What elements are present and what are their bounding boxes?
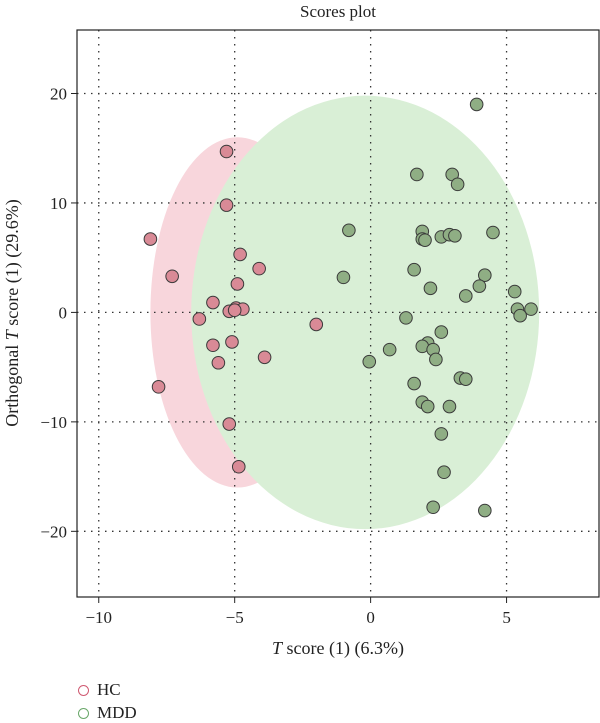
point-mdd bbox=[442, 399, 457, 414]
point-mdd bbox=[407, 376, 421, 391]
point-mdd bbox=[478, 268, 492, 282]
point-mdd bbox=[524, 302, 538, 316]
point-mdd bbox=[420, 399, 435, 414]
point-hc bbox=[230, 277, 245, 291]
point-hc bbox=[151, 380, 166, 394]
x-axis: −10 −5 0 5 bbox=[85, 597, 511, 627]
point-hc bbox=[219, 198, 234, 212]
point-mdd bbox=[399, 311, 413, 325]
point-mdd bbox=[437, 465, 451, 480]
point-hc bbox=[231, 459, 246, 474]
y-axis-label: Orthogonal T score (1) (29.6%) bbox=[2, 199, 23, 426]
point-hc bbox=[222, 417, 237, 431]
point-hc bbox=[219, 144, 234, 159]
plot-frame bbox=[76, 29, 600, 598]
point-mdd bbox=[407, 262, 421, 277]
point-mdd bbox=[469, 97, 484, 112]
point-mdd bbox=[362, 354, 377, 369]
y-tick-label: −10 bbox=[40, 413, 67, 432]
legend-item-hc: HC bbox=[78, 680, 121, 700]
point-mdd bbox=[342, 223, 356, 238]
point-hc bbox=[143, 232, 158, 246]
point-mdd bbox=[472, 279, 487, 293]
data-points bbox=[143, 97, 538, 518]
point-mdd bbox=[382, 342, 397, 357]
point-mdd bbox=[448, 228, 462, 243]
y-tick-label: 0 bbox=[59, 303, 68, 322]
y-tick-label: 20 bbox=[50, 84, 67, 103]
point-hc bbox=[257, 350, 272, 365]
hc-marker-icon bbox=[78, 684, 89, 696]
point-hc bbox=[211, 355, 226, 370]
point-mdd bbox=[486, 225, 500, 240]
point-hc bbox=[165, 269, 179, 284]
point-hc bbox=[225, 335, 239, 349]
x-tick-label: −10 bbox=[85, 608, 112, 627]
legend-item-mdd: MDD bbox=[78, 703, 137, 723]
x-tick-label: −5 bbox=[226, 608, 244, 627]
point-hc bbox=[206, 338, 220, 353]
point-mdd bbox=[410, 167, 424, 182]
y-tick-label: 10 bbox=[50, 194, 67, 213]
y-tick-label: −20 bbox=[40, 522, 67, 541]
point-mdd bbox=[336, 270, 351, 285]
point-mdd bbox=[418, 233, 432, 247]
scores-plot-chart: Scores plot −10 −5 0 5 20 10 0 −10 −20 T score … bbox=[2, 2, 600, 659]
y-axis: 20 10 0 −10 −20 bbox=[40, 84, 77, 541]
chart-title: Scores plot bbox=[300, 2, 376, 21]
point-hc bbox=[233, 247, 247, 262]
point-hc bbox=[206, 295, 220, 310]
point-mdd bbox=[507, 284, 522, 299]
point-mdd bbox=[434, 427, 449, 441]
point-hc bbox=[192, 312, 207, 326]
point-hc bbox=[252, 261, 266, 276]
x-tick-label: 0 bbox=[366, 608, 375, 627]
legend-label-hc: HC bbox=[97, 680, 121, 699]
point-mdd bbox=[429, 352, 443, 367]
confidence-ellipses bbox=[150, 95, 540, 530]
point-mdd bbox=[450, 177, 465, 192]
point-mdd bbox=[458, 372, 473, 386]
x-axis-label: T score (1) (6.3%) bbox=[272, 638, 404, 659]
point-mdd bbox=[458, 289, 473, 303]
point-mdd bbox=[478, 503, 492, 518]
point-mdd bbox=[513, 308, 527, 323]
x-tick-label: 5 bbox=[502, 608, 511, 627]
point-mdd bbox=[426, 500, 440, 515]
point-mdd bbox=[423, 281, 438, 296]
point-hc bbox=[227, 303, 242, 318]
point-hc bbox=[309, 317, 324, 332]
mdd-marker-icon bbox=[78, 707, 89, 719]
legend-label-mdd: MDD bbox=[97, 703, 137, 722]
point-mdd bbox=[434, 325, 449, 339]
